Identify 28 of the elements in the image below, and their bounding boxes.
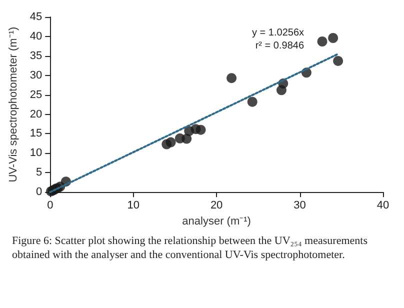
- y-tick-label: 40: [30, 30, 42, 42]
- point: [226, 73, 237, 84]
- y-tick-label: 30: [30, 69, 42, 82]
- point: [247, 96, 258, 107]
- x-tick-label: 0: [47, 200, 54, 212]
- y-tick-label: 20: [30, 108, 42, 120]
- y-tick-label: 35: [30, 50, 42, 62]
- caption: Figure 6: Scatter plot showing the relationship between the UV₂₅₄ measurements obtained with the analyser and the conventional UV-Vis spectrophotometer.: [12, 234, 368, 262]
- annotation: r² = 0.9846: [255, 40, 304, 52]
- y-tick-label: 15: [30, 128, 42, 140]
- y-tick-label: 0: [36, 186, 42, 198]
- point: [196, 124, 206, 135]
- x-tick-label: 10: [127, 200, 140, 212]
- x-tick-label: 40: [376, 200, 390, 212]
- x-axis-title: analyser (m⁻¹): [182, 216, 251, 228]
- point: [317, 36, 328, 47]
- x-tick-label: 30: [294, 200, 306, 212]
- point: [166, 137, 176, 148]
- y-tick-label: 45: [30, 11, 42, 23]
- y-tick-label: 5: [36, 166, 42, 179]
- x-tick-label: 20: [210, 200, 223, 212]
- annotation: y = 1.0256x: [252, 28, 304, 38]
- point: [182, 134, 192, 144]
- y-tick-label: 10: [30, 147, 42, 160]
- y-axis-title: UV-Vis spectrophotometer (m⁻¹): [8, 26, 20, 182]
- point: [333, 56, 344, 66]
- point: [328, 33, 338, 44]
- y-tick-label: 25: [30, 88, 42, 101]
